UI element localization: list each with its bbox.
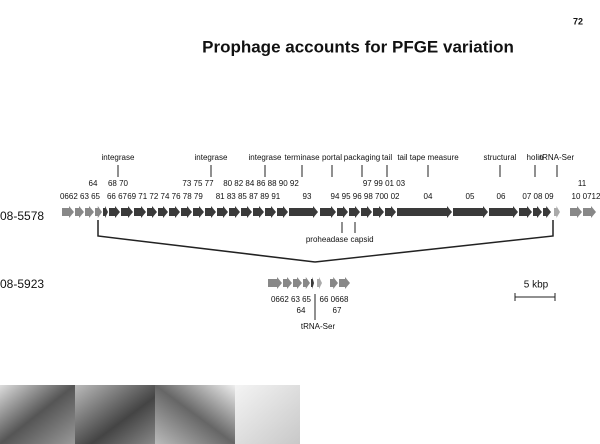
gene-arrow bbox=[109, 206, 120, 218]
gene-arrow bbox=[397, 206, 452, 218]
photo bbox=[75, 385, 155, 444]
gene-arrow bbox=[121, 206, 133, 218]
gene-arrow bbox=[181, 206, 192, 218]
gene-arrow bbox=[253, 206, 264, 218]
slide-number: 72 bbox=[573, 16, 583, 26]
annotation: proheadase bbox=[306, 235, 349, 244]
scale-label: 5 kbp bbox=[524, 280, 549, 291]
annotation: integrase bbox=[249, 153, 282, 162]
genome-tracks bbox=[62, 206, 596, 289]
gene-arrow bbox=[293, 277, 302, 289]
photo bbox=[235, 385, 300, 444]
gene-numbers: 69 71 72 74 76 78 79 bbox=[127, 192, 203, 201]
photo bbox=[155, 385, 235, 444]
gene-arrow bbox=[570, 206, 582, 218]
gene-arrow bbox=[62, 206, 74, 218]
gene-arrow bbox=[277, 206, 288, 218]
gene-arrow bbox=[349, 206, 360, 218]
gene-numbers: 66 0668 bbox=[320, 295, 349, 304]
gene-arrow bbox=[583, 206, 596, 218]
gene-numbers: 05 bbox=[466, 192, 475, 201]
gene-numbers: 64 bbox=[89, 179, 98, 188]
gene-arrow bbox=[134, 206, 146, 218]
gene-arrow bbox=[337, 206, 348, 218]
gene-arrow bbox=[489, 206, 518, 218]
gene-numbers: 73 75 77 bbox=[182, 179, 214, 188]
annotation: tail tape measure bbox=[397, 153, 459, 162]
annotation: capsid bbox=[350, 235, 373, 244]
annotation: integrase bbox=[195, 153, 228, 162]
annotation: tail bbox=[382, 153, 392, 162]
gene-arrow bbox=[373, 206, 384, 218]
gene-numbers: 64 bbox=[297, 306, 306, 315]
slide: 72 Prophage accounts for PFGE variation … bbox=[0, 0, 600, 444]
title: Prophage accounts for PFGE variation bbox=[202, 37, 514, 56]
gene-arrow bbox=[361, 206, 372, 218]
gene-arrow bbox=[339, 277, 350, 289]
gene-arrow bbox=[453, 206, 488, 218]
gene-numbers: 67 bbox=[333, 306, 342, 315]
gene-numbers: 94 95 96 98 700 02 bbox=[331, 192, 401, 201]
gene-numbers: 97 99 01 03 bbox=[363, 179, 406, 188]
gene-arrow bbox=[543, 206, 551, 218]
gene-arrow bbox=[205, 206, 216, 218]
gene-arrow bbox=[75, 206, 84, 218]
gene-arrow bbox=[385, 206, 396, 218]
gene-arrow bbox=[303, 277, 310, 289]
strain-label: 08-5923 bbox=[0, 277, 44, 291]
gene-arrow bbox=[554, 206, 560, 218]
gene-numbers: 04 bbox=[424, 192, 433, 201]
gene-arrow bbox=[320, 206, 336, 218]
annotation: tRNA-Ser bbox=[540, 153, 575, 162]
gene-arrow bbox=[103, 206, 108, 218]
gene-arrow bbox=[147, 206, 157, 218]
annotation: integrase bbox=[102, 153, 135, 162]
gene-numbers: 06 bbox=[497, 192, 506, 201]
annotation: terminase bbox=[284, 153, 320, 162]
gene-numbers: 66 67 bbox=[107, 192, 128, 201]
gene-numbers: 11 bbox=[578, 179, 587, 188]
gene-arrow bbox=[311, 277, 314, 289]
gene-arrow bbox=[533, 206, 542, 218]
gene-arrow bbox=[217, 206, 228, 218]
annotation: portal bbox=[322, 153, 342, 162]
gene-numbers: 93 bbox=[303, 192, 312, 201]
gene-arrow bbox=[283, 277, 292, 289]
gene-arrow bbox=[330, 277, 338, 289]
gene-arrow bbox=[268, 277, 282, 289]
gene-arrow bbox=[265, 206, 276, 218]
photo bbox=[0, 385, 75, 444]
gene-numbers: 07 08 09 bbox=[522, 192, 554, 201]
gene-arrow bbox=[519, 206, 532, 218]
gene-numbers: 68 70 bbox=[108, 179, 129, 188]
gene-numbers: 0662 63 65 bbox=[60, 192, 101, 201]
annotation: structural bbox=[484, 153, 517, 162]
gene-arrow bbox=[85, 206, 94, 218]
strain-label: 08-5578 bbox=[0, 209, 44, 223]
gene-arrow bbox=[317, 277, 322, 289]
annotation: packaging bbox=[344, 153, 380, 162]
gene-arrow bbox=[289, 206, 318, 218]
gene-arrow bbox=[95, 206, 102, 218]
gene-arrow bbox=[241, 206, 252, 218]
annotation: tRNA-Ser bbox=[301, 322, 336, 331]
gene-arrow bbox=[229, 206, 240, 218]
gene-numbers: 10 0712 bbox=[572, 192, 600, 201]
gene-numbers: 0662 63 65 bbox=[271, 295, 312, 304]
gene-arrow bbox=[193, 206, 204, 218]
gene-numbers: 80 82 84 86 88 90 92 bbox=[223, 179, 299, 188]
gene-arrow bbox=[169, 206, 180, 218]
gene-arrow bbox=[158, 206, 168, 218]
gene-numbers: 81 83 85 87 89 91 bbox=[216, 192, 281, 201]
connector bbox=[98, 220, 315, 262]
